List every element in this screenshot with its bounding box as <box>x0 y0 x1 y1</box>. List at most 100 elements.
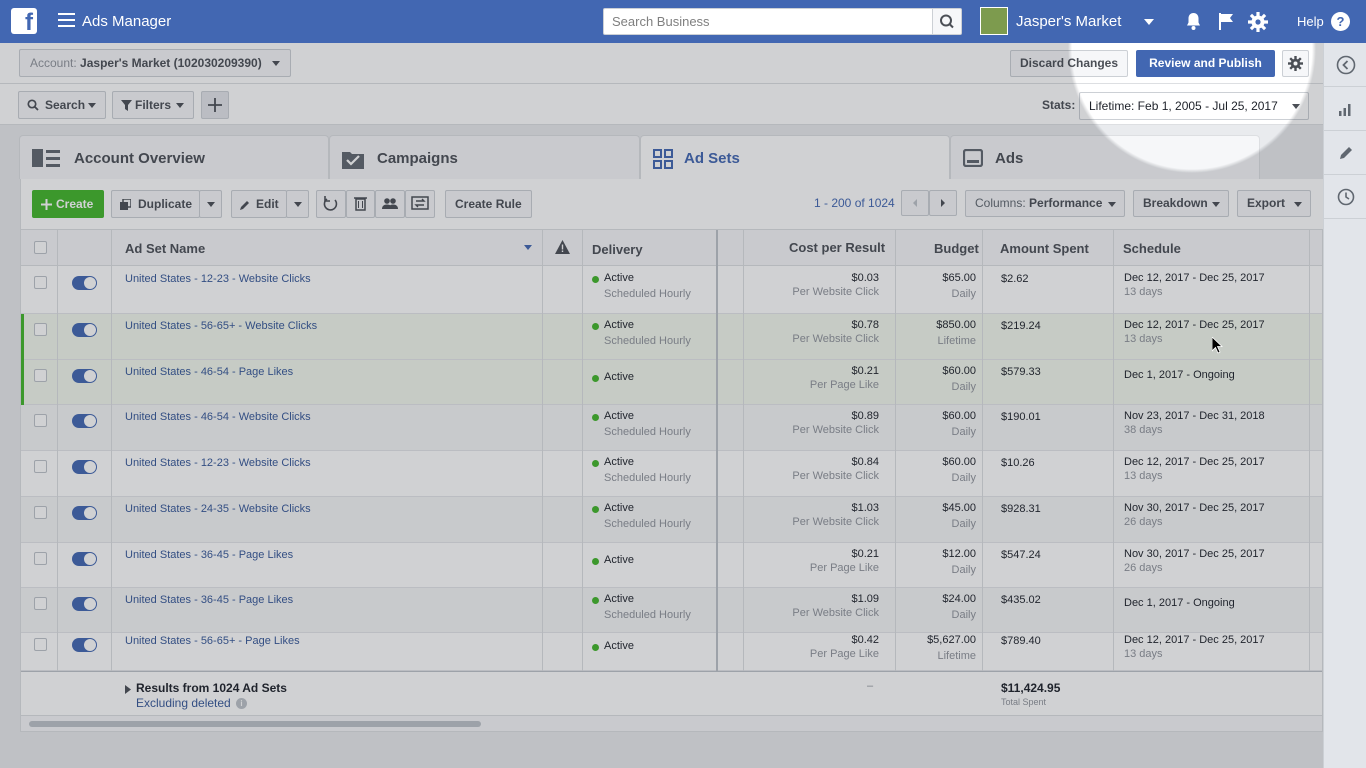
review-and-publish-button[interactable]: Review and Publish <box>1136 50 1275 77</box>
table-row[interactable]: United States - 56-65+ - Website Clicks A… <box>21 314 1322 360</box>
hamburger-menu-icon[interactable] <box>58 13 75 28</box>
help-link[interactable]: Help <box>1297 14 1324 29</box>
row-toggle-switch[interactable] <box>72 506 97 520</box>
expand-triangle-icon[interactable] <box>125 685 131 694</box>
account-selector[interactable]: Account: Jasper's Market (102030209390) <box>19 49 291 77</box>
audience-button[interactable] <box>375 190 405 218</box>
ad-set-name-link[interactable]: United States - 24-35 - Website Clicks <box>125 503 311 515</box>
ad-set-name-link[interactable]: United States - 46-54 - Website Clicks <box>125 411 311 423</box>
add-filter-button[interactable] <box>201 91 229 119</box>
horizontal-scrollbar[interactable] <box>20 716 1323 732</box>
column-header-amount-spent[interactable]: Amount Spent <box>1000 241 1089 256</box>
account-name[interactable]: Jasper's Market <box>1016 13 1122 30</box>
ad-set-name-link[interactable]: United States - 56-65+ - Page Likes <box>125 635 300 647</box>
table-row[interactable]: United States - 46-54 - Website Clicks Ac… <box>21 405 1322 451</box>
ad-set-name-link[interactable]: United States - 12-23 - Website Clicks <box>125 457 311 469</box>
excluding-deleted-link[interactable]: Excluding deleted <box>136 696 231 710</box>
table-row[interactable]: United States - 36-45 - Page Likes Active… <box>21 588 1322 633</box>
delivery-substatus: Scheduled Hourly <box>604 518 691 530</box>
tab-ad-sets[interactable]: Ad Sets <box>640 135 950 179</box>
columns-label: Columns: <box>975 196 1026 210</box>
account-overview-icon <box>32 149 60 167</box>
create-rule-button[interactable]: Create Rule <box>445 190 532 218</box>
account-avatar[interactable] <box>980 7 1008 35</box>
search-filter-button[interactable]: Search <box>18 91 106 119</box>
breakdown-selector[interactable]: Breakdown <box>1133 190 1229 217</box>
facebook-logo-icon[interactable]: f <box>11 8 37 34</box>
row-toggle-switch[interactable] <box>72 369 97 383</box>
scrollbar-thumb[interactable] <box>29 721 481 727</box>
create-button[interactable]: Create <box>32 190 104 218</box>
active-status-dot <box>592 558 599 565</box>
column-header-cost-per-result[interactable]: Cost per Result <box>789 240 886 255</box>
search-button[interactable] <box>932 8 962 35</box>
row-toggle-switch[interactable] <box>72 323 97 337</box>
row-checkbox[interactable] <box>34 369 47 382</box>
select-all-checkbox[interactable] <box>34 241 47 254</box>
row-checkbox[interactable] <box>34 597 47 610</box>
next-page-button[interactable] <box>929 190 957 216</box>
delivery-substatus: Scheduled Hourly <box>604 426 691 438</box>
search-business-input[interactable] <box>603 8 933 35</box>
column-header-delivery[interactable]: Delivery <box>592 242 643 257</box>
table-row[interactable]: United States - 24-35 - Website Clicks Ac… <box>21 497 1322 543</box>
delete-button[interactable] <box>346 190 375 218</box>
edit-rail-button[interactable] <box>1324 131 1366 175</box>
filters-button[interactable]: Filters <box>112 91 194 119</box>
info-icon[interactable]: i <box>236 698 247 709</box>
row-checkbox[interactable] <box>34 552 47 565</box>
row-checkbox[interactable] <box>34 323 47 336</box>
ad-set-name-link[interactable]: United States - 12-23 - Website Clicks <box>125 273 311 285</box>
previous-page-button[interactable] <box>901 190 929 216</box>
tab-account-overview[interactable]: Account Overview <box>19 135 329 179</box>
ad-set-name-link[interactable]: United States - 56-65+ - Website Clicks <box>125 320 318 332</box>
revert-button[interactable] <box>316 190 346 218</box>
tab-ads[interactable]: Ads <box>950 135 1260 179</box>
column-header-ad-set-name[interactable]: Ad Set Name <box>125 241 206 256</box>
flag-icon[interactable] <box>1216 11 1236 31</box>
row-checkbox[interactable] <box>34 276 47 289</box>
row-checkbox[interactable] <box>34 506 47 519</box>
notifications-bell-icon[interactable] <box>1184 11 1203 31</box>
ab-test-button[interactable] <box>405 190 435 218</box>
table-row[interactable]: United States - 36-45 - Page Likes Active… <box>21 543 1322 588</box>
edit-button[interactable]: Edit <box>231 190 287 218</box>
row-toggle-switch[interactable] <box>72 597 97 611</box>
account-settings-button[interactable] <box>1282 50 1309 77</box>
sort-descending-icon[interactable] <box>524 245 532 250</box>
edit-dropdown-button[interactable] <box>286 190 309 218</box>
row-toggle-switch[interactable] <box>72 638 97 652</box>
settings-gear-icon[interactable] <box>1247 11 1269 33</box>
row-toggle-switch[interactable] <box>72 460 97 474</box>
tab-campaigns[interactable]: Campaigns <box>329 135 640 179</box>
ad-set-name-link[interactable]: United States - 36-45 - Page Likes <box>125 594 294 606</box>
date-range-selector[interactable]: Lifetime: Feb 1, 2005 - Jul 25, 2017 <box>1079 92 1309 120</box>
row-toggle-switch[interactable] <box>72 552 97 566</box>
account-switcher-chevron-down-icon[interactable] <box>1144 19 1154 25</box>
table-row[interactable]: United States - 46-54 - Page Likes Active… <box>21 360 1322 405</box>
table-row[interactable]: United States - 12-23 - Website Clicks Ac… <box>21 266 1322 314</box>
duplicate-button[interactable]: Duplicate <box>111 190 200 218</box>
column-header-budget[interactable]: Budget <box>934 241 979 256</box>
amount-spent-value: $789.40 <box>1001 635 1041 647</box>
row-toggle-switch[interactable] <box>72 276 97 290</box>
export-button[interactable]: Export <box>1237 190 1311 217</box>
history-rail-button[interactable] <box>1324 175 1366 219</box>
help-question-icon[interactable]: ? <box>1331 12 1350 31</box>
discard-changes-button[interactable]: Discard Changes <box>1010 50 1129 77</box>
columns-selector[interactable]: Columns: Performance <box>965 190 1125 217</box>
row-checkbox[interactable] <box>34 460 47 473</box>
duplicate-dropdown-button[interactable] <box>199 190 222 218</box>
column-header-schedule[interactable]: Schedule <box>1123 241 1181 256</box>
row-checkbox[interactable] <box>34 638 47 651</box>
table-row[interactable]: United States - 56-65+ - Page Likes Activ… <box>21 633 1322 671</box>
tab-label: Account Overview <box>74 150 205 167</box>
table-row[interactable]: United States - 12-23 - Website Clicks Ac… <box>21 451 1322 497</box>
collapse-rail-button[interactable] <box>1324 43 1366 87</box>
ad-set-name-link[interactable]: United States - 36-45 - Page Likes <box>125 549 294 561</box>
row-checkbox[interactable] <box>34 414 47 427</box>
row-toggle-switch[interactable] <box>72 414 97 428</box>
charts-rail-button[interactable] <box>1324 87 1366 131</box>
ad-set-name-link[interactable]: United States - 46-54 - Page Likes <box>125 366 294 378</box>
cost-per-result-unit: Per Website Click <box>792 333 879 345</box>
